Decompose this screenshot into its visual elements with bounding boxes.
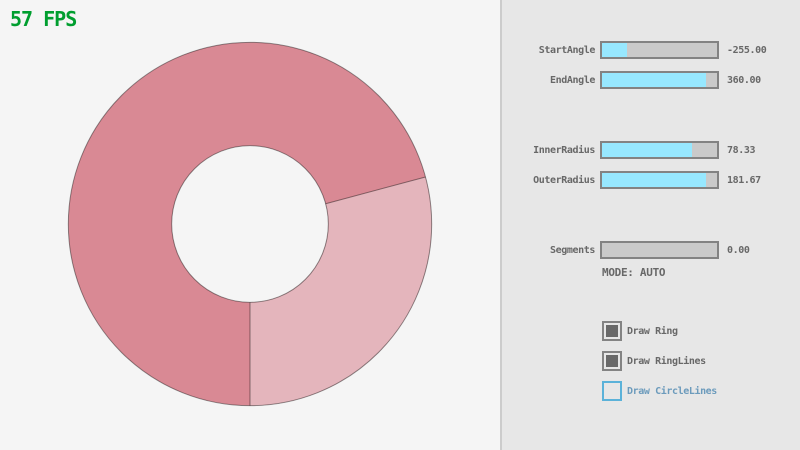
slider-row-start-angle: StartAngle -255.00 bbox=[502, 41, 767, 59]
inner-radius-slider-fill bbox=[602, 143, 693, 157]
start-angle-slider[interactable] bbox=[600, 41, 719, 59]
outer-radius-value: 181.67 bbox=[727, 174, 761, 186]
slider-row-segments: Segments 0.00 bbox=[502, 241, 750, 259]
ring-chart bbox=[67, 41, 433, 407]
inner-radius-slider[interactable] bbox=[600, 141, 719, 159]
draw-circlelines-checkbox-row: Draw CircleLines bbox=[602, 381, 717, 401]
start-angle-slider-fill bbox=[602, 43, 627, 57]
outer-radius-slider[interactable] bbox=[600, 171, 719, 189]
inner-radius-label: InnerRadius bbox=[533, 144, 595, 156]
slider-row-outer-radius: OuterRadius 181.67 bbox=[502, 171, 761, 189]
segments-mode-text: MODE: AUTO bbox=[602, 266, 666, 279]
end-angle-label: EndAngle bbox=[550, 74, 595, 86]
ring-outline-inner bbox=[171, 145, 329, 303]
end-angle-slider[interactable] bbox=[600, 71, 719, 89]
fps-counter: 57 FPS bbox=[10, 7, 77, 31]
slider-row-inner-radius: InnerRadius 78.33 bbox=[502, 141, 756, 159]
inner-radius-value: 78.33 bbox=[727, 144, 756, 156]
draw-circlelines-label: Draw CircleLines bbox=[627, 385, 717, 397]
checkmark-fill bbox=[606, 355, 618, 367]
start-angle-label: StartAngle bbox=[538, 44, 596, 56]
segments-slider[interactable] bbox=[600, 241, 719, 259]
draw-circlelines-checkbox[interactable] bbox=[602, 381, 622, 401]
ring-outline-outer bbox=[67, 41, 433, 407]
draw-ringlines-label: Draw RingLines bbox=[627, 355, 706, 367]
draw-ringlines-checkbox[interactable] bbox=[602, 351, 622, 371]
checkmark-fill bbox=[606, 325, 618, 337]
outer-radius-label: OuterRadius bbox=[533, 174, 595, 186]
controls-panel: StartAngle -255.00 EndAngle 360.00 Inner… bbox=[500, 0, 800, 450]
segments-value: 0.00 bbox=[727, 244, 750, 256]
slider-row-end-angle: EndAngle 360.00 bbox=[502, 71, 761, 89]
outer-radius-slider-fill bbox=[602, 173, 707, 187]
ring-endcap-line-start bbox=[325, 176, 426, 205]
ring-single-sector bbox=[250, 176, 432, 406]
start-angle-value: -255.00 bbox=[727, 44, 767, 56]
draw-ring-checkbox[interactable] bbox=[602, 321, 622, 341]
segments-label: Segments bbox=[550, 244, 595, 256]
draw-ringlines-checkbox-row: Draw RingLines bbox=[602, 351, 706, 371]
draw-ring-label: Draw Ring bbox=[627, 325, 678, 337]
end-angle-value: 360.00 bbox=[727, 74, 761, 86]
end-angle-slider-fill bbox=[602, 73, 706, 87]
draw-ring-checkbox-row: Draw Ring bbox=[602, 321, 678, 341]
